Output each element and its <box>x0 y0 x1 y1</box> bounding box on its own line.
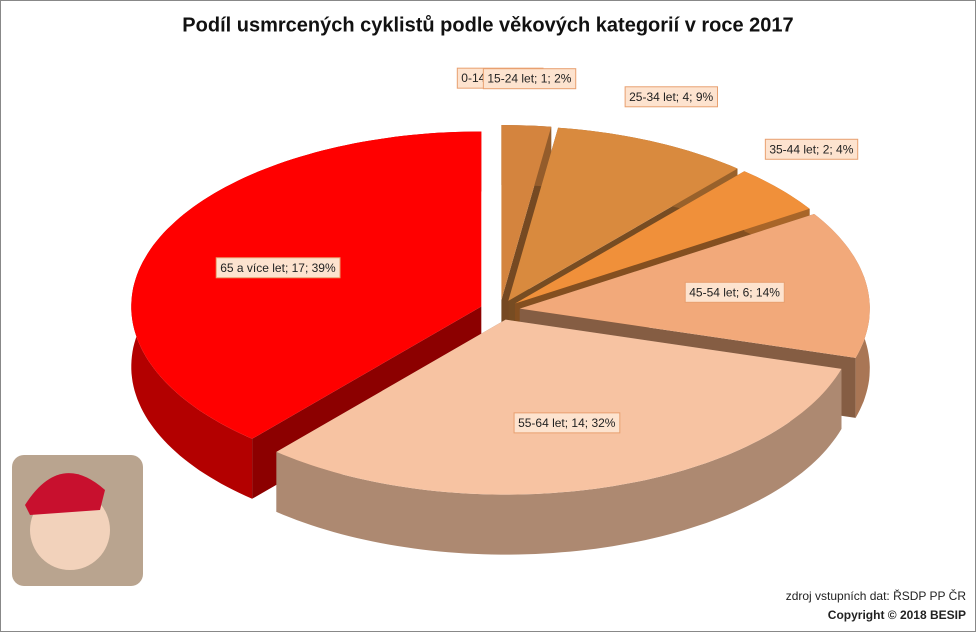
photo <box>12 455 143 586</box>
data-label: 45-54 let; 6; 14% <box>689 285 780 299</box>
slice <box>508 127 738 301</box>
data-label-box <box>624 86 719 108</box>
data-label-box <box>482 68 577 90</box>
slice-side <box>276 368 842 555</box>
slice <box>131 131 482 439</box>
data-label-box <box>513 412 621 434</box>
slice <box>276 319 842 495</box>
data-label-box <box>684 281 785 303</box>
data-label-box <box>215 257 341 279</box>
pie: 0-14 let; 0; 0%15-24 let; 1; 2%25-34 let… <box>131 67 870 555</box>
chart-title: Podíl usmrcených cyklistů podle věkových… <box>182 14 793 36</box>
source-note: zdroj vstupních dat: ŘSDP PP ČR <box>786 588 967 603</box>
slice <box>515 171 810 304</box>
data-label: 25-34 let; 4; 9% <box>629 90 713 104</box>
data-label: 35-44 let; 2; 4% <box>769 142 853 156</box>
data-label: 55-64 let; 14; 32% <box>518 416 616 430</box>
slice <box>501 125 552 300</box>
data-label: 65 a více let; 17; 39% <box>220 261 336 275</box>
copyright: Copyright © 2018 BESIP <box>828 608 966 622</box>
data-label: 15-24 let; 1; 2% <box>487 72 571 86</box>
data-label-box <box>764 138 859 160</box>
